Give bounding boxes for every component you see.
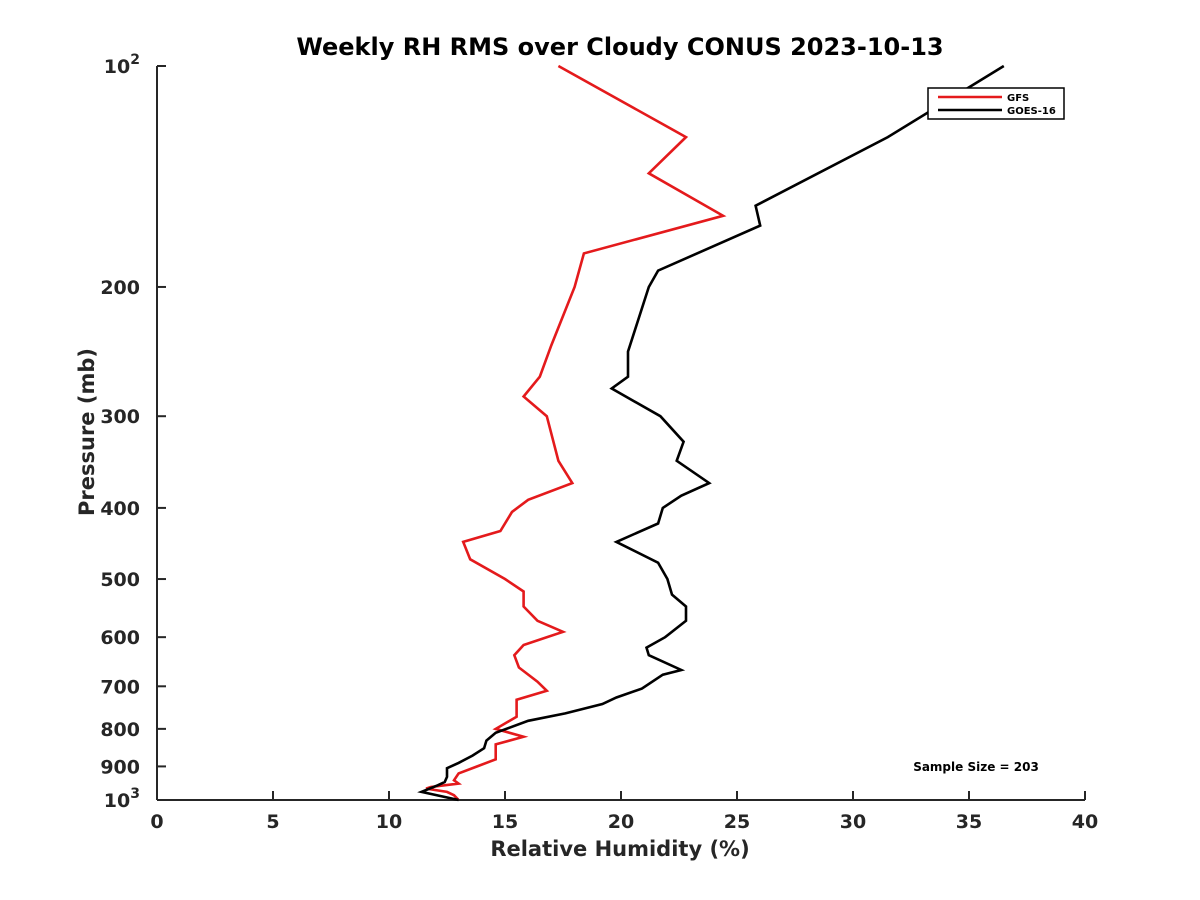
x-tick-label: 10 bbox=[376, 811, 402, 833]
legend-box bbox=[927, 87, 1065, 120]
x-tick-label: 25 bbox=[724, 811, 750, 833]
y-axis-label: Pressure (mb) bbox=[75, 348, 99, 516]
x-tick-label: 15 bbox=[492, 811, 518, 833]
legend-label: GOES-16 bbox=[1007, 106, 1056, 117]
y-tick-label: 300 bbox=[100, 406, 140, 428]
x-axis-label: Relative Humidity (%) bbox=[490, 837, 749, 861]
chart-title: Weekly RH RMS over Cloudy CONUS 2023-10-… bbox=[296, 33, 943, 61]
y-tick-label: 900 bbox=[100, 756, 140, 778]
y-tick-label: 600 bbox=[100, 627, 140, 649]
y-tick-label: 400 bbox=[100, 498, 140, 520]
y-tick-label: 700 bbox=[100, 676, 140, 698]
legend-label: GFS bbox=[1007, 93, 1029, 104]
x-tick-label: 35 bbox=[956, 811, 982, 833]
series-line-goes-16 bbox=[417, 64, 1005, 802]
series-line-gfs bbox=[425, 64, 727, 801]
plot-axes: 0 5 10 15 20 25 30 35 40 102 200 300 400 500 600 700 800… bbox=[100, 52, 1098, 833]
x-tick-label: 20 bbox=[608, 811, 634, 833]
sample-size-note: Sample Size = 203 bbox=[913, 760, 1039, 774]
x-tick-label: 0 bbox=[150, 811, 163, 833]
x-tick-label: 40 bbox=[1072, 811, 1098, 833]
y-tick-label: 102 bbox=[104, 52, 140, 78]
x-tick-label: 30 bbox=[840, 811, 866, 833]
legend: GFS GOES-16 bbox=[927, 87, 1065, 120]
y-tick-label: 500 bbox=[100, 569, 140, 591]
y-tick-label: 103 bbox=[104, 786, 140, 812]
x-tick-label: 5 bbox=[266, 811, 279, 833]
y-tick-label: 200 bbox=[100, 277, 140, 299]
y-tick-label: 800 bbox=[100, 719, 140, 741]
series-layer bbox=[417, 64, 1005, 802]
